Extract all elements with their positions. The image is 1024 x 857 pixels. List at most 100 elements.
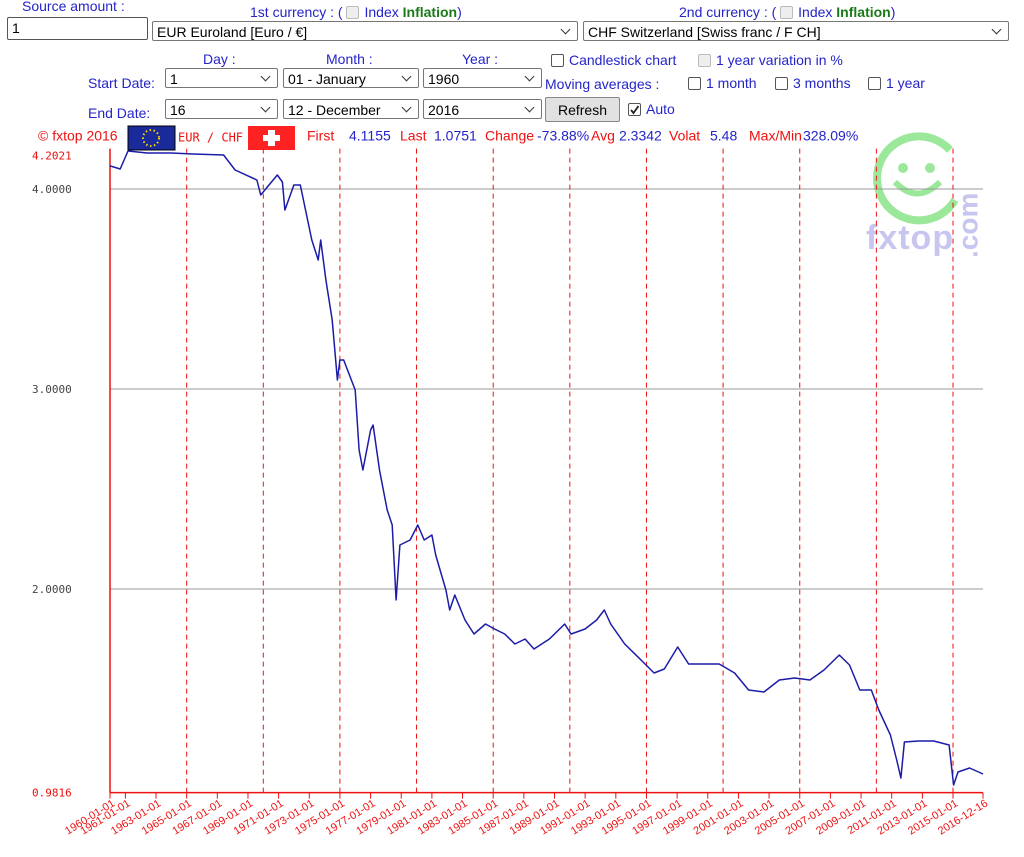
option: 1 month (688, 75, 757, 91)
stat-value: 4.1155 (349, 128, 391, 144)
option: 3 months (775, 75, 851, 91)
series-line (109, 150, 984, 786)
checkbox[interactable] (775, 77, 788, 90)
label: ) (890, 4, 896, 20)
x-tick-label: 1983-01-01 (416, 798, 470, 838)
currency2-select[interactable]: CHF Switzerland [Swiss franc / F CH] (583, 21, 1009, 41)
currency1-header: 1st currency : ( Index Inflation) (250, 4, 462, 20)
x-tick-label: 1977-01-01 (324, 798, 378, 838)
checkbox[interactable] (698, 54, 711, 67)
swiss-flag (248, 126, 295, 150)
x-tick-label: 1963-01-01 (109, 798, 163, 838)
refresh-button[interactable]: Refresh (545, 97, 620, 122)
currency2-header: 2nd currency : ( Index Inflation) (679, 4, 895, 20)
option: 1 year (868, 75, 925, 91)
y-tick-label: 2.0000 (32, 583, 72, 596)
label: Auto (646, 101, 675, 117)
x-tick-label: 2001-01-01 (691, 798, 745, 838)
year-select[interactable]: 2016 (423, 99, 542, 119)
x-tick-label: 1993-01-01 (569, 798, 623, 838)
label: Candlestick chart (569, 52, 677, 68)
label: 1 year (886, 75, 925, 91)
label: Inflation (402, 4, 458, 20)
x-tick-label: 2005-01-01 (753, 798, 807, 838)
stat-label: Last (400, 128, 427, 144)
stat-value: 2.3342 (619, 128, 662, 144)
label: 1 year variation in % (716, 52, 843, 68)
checkbox[interactable] (868, 77, 881, 90)
label: 1 month (706, 75, 757, 91)
flag-bg (248, 126, 295, 150)
checkbox[interactable] (346, 6, 360, 19)
label: Start Date: (88, 75, 155, 91)
label: Index (364, 4, 399, 20)
label: 1st currency : ( (250, 4, 343, 20)
stat-label: Max/Min (749, 128, 802, 144)
y-tick-label: 3.0000 (32, 383, 72, 396)
label: 3 months (793, 75, 851, 91)
stat-value: 328.09% (803, 128, 858, 144)
checkbox[interactable] (628, 103, 641, 116)
label: Year : (462, 51, 499, 67)
stat-label: First (307, 128, 334, 144)
label: Source amount : (22, 0, 125, 14)
amount-input[interactable]: 1 (7, 17, 148, 40)
logo: fxtop.com (866, 132, 983, 258)
label: Moving averages : (545, 76, 660, 92)
month-select[interactable]: 01 - January (283, 68, 419, 88)
x-tick-label: 1971-01-01 (232, 798, 286, 838)
x-tick-label: 2015-01-01 (906, 798, 960, 838)
flag-cross (263, 135, 280, 141)
logo-smile (892, 179, 943, 197)
x-tick-label: 1991-01-01 (538, 798, 592, 838)
checkbox[interactable] (688, 77, 701, 90)
stat-label: Avg (591, 128, 615, 144)
label: 2nd currency : ( (679, 4, 777, 20)
stat-value: 5.48 (710, 128, 737, 144)
logo-suffix: .com (952, 193, 983, 258)
x-tick-label: 1969-01-01 (201, 798, 255, 838)
option: 1 year variation in % (698, 52, 843, 68)
label: Day : (203, 51, 236, 67)
label: Inflation (836, 4, 891, 20)
year-select[interactable]: 1960 (423, 68, 542, 88)
x-tick-label: 1965-01-01 (140, 798, 194, 838)
x-tick-label: 1975-01-01 (293, 798, 347, 838)
option: Auto (628, 101, 675, 117)
label: End Date: (88, 105, 151, 121)
y-tick-label: 4.2021 (32, 150, 72, 163)
logo-smiley (873, 132, 959, 225)
x-tick-label: 2013-01-01 (875, 798, 929, 838)
x-tick-label: 1997-01-01 (630, 798, 684, 838)
stat-label: Volat (669, 128, 700, 144)
logo-eye (898, 163, 908, 173)
day-select[interactable]: 16 (165, 99, 278, 119)
stat-value: -73.88% (537, 128, 589, 144)
checkbox[interactable] (780, 6, 794, 19)
y-tick-label: 4.0000 (32, 183, 72, 196)
x-tick-label: 1979-01-01 (354, 798, 408, 838)
month-select[interactable]: 12 - December (283, 99, 419, 119)
label: ) (457, 4, 462, 20)
logo-eye (925, 163, 935, 173)
x-tick-label: 2007-01-01 (783, 798, 837, 838)
x-tick-label: 2003-01-01 (722, 798, 776, 838)
x-tick-label: 1973-01-01 (262, 798, 316, 838)
x-tick-label: 1981-01-01 (385, 798, 439, 838)
x-tick-label: 1995-01-01 (599, 798, 653, 838)
x-tick-label: 1989-01-01 (508, 798, 562, 838)
stat-value: 1.0751 (434, 128, 477, 144)
x-tick-label: 2016-12-16 (936, 798, 990, 838)
eu-flag (127, 125, 176, 151)
day-select[interactable]: 1 (165, 68, 278, 88)
stat-label: Change (485, 128, 534, 144)
logo-text: fxtop (866, 219, 954, 257)
x-tick-label: 2011-01-01 (845, 798, 898, 838)
currency1-select[interactable]: EUR Euroland [Euro / €] (152, 21, 578, 41)
x-tick-label: 1960-01-01 (63, 798, 117, 838)
flag-stars (142, 129, 160, 147)
flag-cross (268, 130, 275, 146)
checkbox[interactable] (551, 54, 564, 67)
